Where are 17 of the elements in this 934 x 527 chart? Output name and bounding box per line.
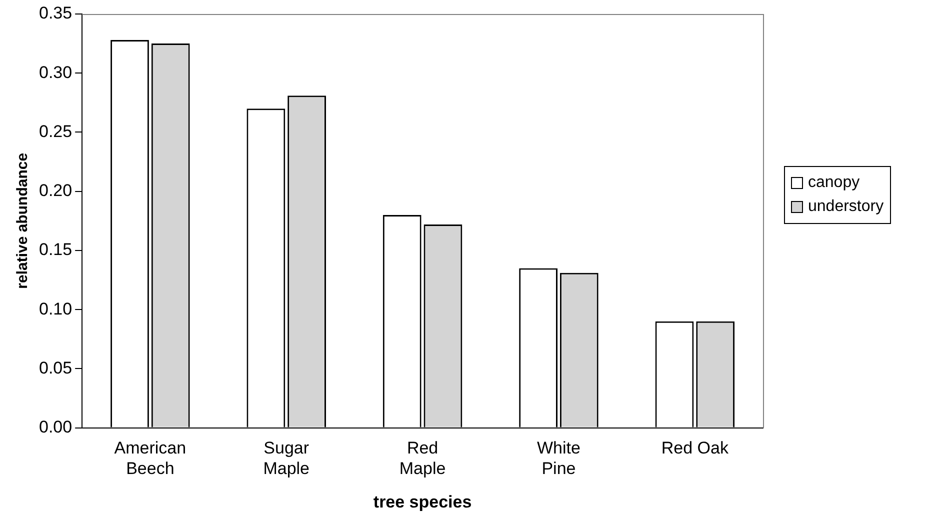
x-axis-title: tree species <box>373 492 472 512</box>
x-tick-label: Red Oak <box>661 438 729 458</box>
x-tick-label: White Pine <box>536 438 580 478</box>
y-tick-label: 0.00 <box>38 417 72 436</box>
x-tick-label: Sugar Maple <box>263 438 310 478</box>
y-axis-title: relative abundance <box>14 152 32 289</box>
x-tick-label: American Beech <box>114 438 186 478</box>
y-tick-label: 0.05 <box>38 358 72 378</box>
legend-label: understory <box>808 198 884 216</box>
y-tick-label: 0.25 <box>38 122 72 141</box>
x-tick-label: Red Maple <box>399 438 446 478</box>
text: canopy <box>808 174 860 192</box>
y-tick-label: 0.15 <box>38 240 72 260</box>
y-tick-label: 0.30 <box>38 62 72 82</box>
y-tick-label: 0.35 <box>38 4 72 23</box>
y-tick-label: 0.10 <box>38 299 72 318</box>
y-tick-label: 0.20 <box>38 181 72 200</box>
